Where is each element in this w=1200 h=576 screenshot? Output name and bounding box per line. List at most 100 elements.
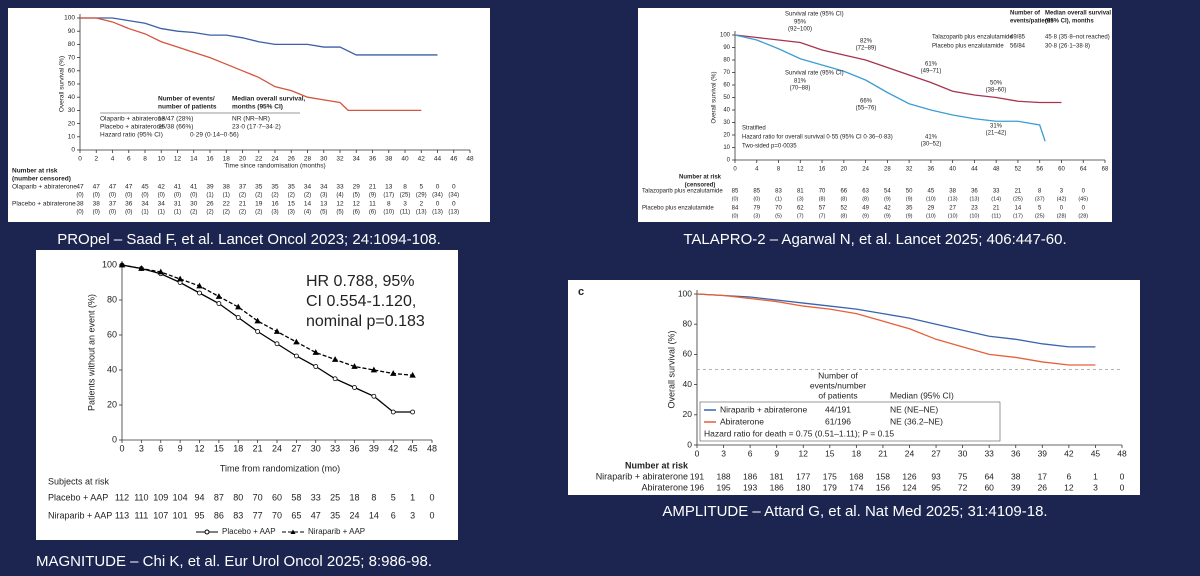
- censored-value: (2): [304, 193, 311, 199]
- at-risk-value: 26: [1038, 482, 1048, 492]
- x-tick-label: 16: [206, 156, 214, 163]
- annotation: 41%: [925, 135, 938, 141]
- at-risk-value: 60: [272, 492, 282, 502]
- legend-cell: Placebo plus enzalutamide: [932, 44, 1004, 50]
- at-risk-value: 45: [928, 189, 935, 195]
- y-tick-label: 20: [723, 133, 730, 139]
- point-marker: [371, 393, 377, 399]
- at-risk-value: 179: [823, 482, 837, 492]
- at-risk-value: 113: [115, 510, 129, 520]
- censored-value: (0): [753, 196, 760, 202]
- at-risk-name: Niraparib + AAP: [48, 510, 112, 520]
- censored-value: (1): [775, 196, 782, 202]
- point-marker: [352, 385, 357, 390]
- censored-value: (0): [125, 193, 132, 199]
- at-risk-value: 1: [1093, 471, 1098, 481]
- stats-text: Two-sided p=0·0035: [742, 144, 797, 150]
- censored-value: (34): [432, 193, 443, 199]
- censored-value: (1): [174, 210, 181, 216]
- legend-cell: 30·8 (26·1–38·8): [1045, 44, 1090, 50]
- point-marker: [118, 261, 126, 268]
- at-risk-value: 79: [753, 206, 760, 212]
- censored-value: (2): [190, 210, 197, 216]
- survival-curve: [696, 293, 1096, 348]
- at-risk-name: Placebo + AAP: [48, 492, 108, 502]
- at-risk-value: 62: [797, 206, 804, 212]
- at-risk-value: 33: [993, 189, 1000, 195]
- point-marker: [370, 366, 378, 373]
- censored-value: (6): [353, 210, 360, 216]
- at-risk-value: 85: [753, 189, 760, 195]
- at-risk-value: 101: [173, 510, 188, 520]
- x-tick-label: 40: [401, 156, 409, 163]
- at-risk-value: 14: [304, 201, 312, 208]
- censored-value: (11): [991, 213, 1001, 219]
- x-tick-label: 48: [1117, 448, 1127, 458]
- at-risk-value: 80: [233, 492, 243, 502]
- x-tick-label: 15: [214, 443, 224, 453]
- annotation: Survival rate (95% CI): [785, 71, 844, 77]
- x-tick-label: 44: [971, 167, 978, 173]
- at-risk-value: 18: [349, 492, 359, 502]
- censored-value: (13): [970, 196, 980, 202]
- at-risk-value: 168: [849, 471, 863, 481]
- annotation: (38–60): [986, 88, 1007, 94]
- at-risk-value: 35: [906, 206, 913, 212]
- at-risk-value: 94: [194, 492, 204, 502]
- at-risk-value: 25: [330, 492, 340, 502]
- legend-header: Median overall survival: [1045, 11, 1111, 17]
- censored-value: (8): [862, 196, 869, 202]
- at-risk-value: 8: [1038, 189, 1042, 195]
- at-risk-value: 37: [239, 184, 247, 191]
- at-risk-value: 186: [770, 482, 784, 492]
- at-risk-value: 12: [336, 201, 344, 208]
- point-marker: [273, 328, 281, 334]
- y-tick-label: 80: [683, 318, 693, 328]
- at-risk-value: 180: [796, 482, 810, 492]
- point-marker: [254, 317, 261, 324]
- x-tick-label: 8: [777, 167, 781, 173]
- caption: AMPLITUDE – Attard G, et al. Nat Med 202…: [662, 503, 1047, 520]
- at-risk-value: 3: [403, 201, 407, 208]
- censored-value: (42): [1057, 196, 1067, 202]
- censored-value: (5): [320, 210, 327, 216]
- at-risk-value: 2: [419, 201, 423, 208]
- annotation: 66%: [860, 99, 873, 105]
- legend-cell: Placebo + abiraterone: [100, 124, 164, 131]
- censored-value: (3): [797, 196, 804, 202]
- at-risk-value: 63: [862, 189, 869, 195]
- y-axis-label: Overall survival (%): [712, 71, 718, 123]
- x-tick-label: 40: [949, 167, 956, 173]
- censored-value: (2): [255, 193, 262, 199]
- censored-value: (8): [819, 196, 826, 202]
- y-tick-label: 40: [107, 364, 117, 374]
- at-risk-value: 36: [971, 189, 978, 195]
- censored-value: (10): [926, 213, 936, 219]
- y-tick-label: 0: [727, 158, 731, 164]
- legend-header: Median (95% CI): [890, 390, 954, 400]
- censored-value: (2): [223, 210, 230, 216]
- at-risk-value: 41: [190, 184, 198, 191]
- at-risk-value: 181: [770, 471, 784, 481]
- at-risk-title: Number at risk: [12, 168, 58, 175]
- at-risk-value: 70: [272, 510, 282, 520]
- censored-value: (1): [158, 210, 165, 216]
- censored-value: (9): [369, 193, 376, 199]
- at-risk-value: 15: [288, 201, 296, 208]
- at-risk-value: 60: [984, 482, 994, 492]
- x-tick-label: 14: [190, 156, 198, 163]
- at-risk-value: 47: [109, 184, 117, 191]
- censored-value: (2): [255, 210, 262, 216]
- legend-marker: [204, 529, 210, 535]
- at-risk-value: 156: [876, 482, 890, 492]
- censored-value: (9): [884, 213, 891, 219]
- legend-box: [699, 401, 1001, 442]
- at-risk-value: 14: [369, 510, 379, 520]
- y-tick-label: 60: [723, 83, 730, 89]
- annotation: (30–52): [921, 142, 942, 148]
- at-risk-value: 126: [902, 471, 916, 481]
- x-tick-label: 32: [906, 167, 913, 173]
- panel-label: c: [578, 286, 584, 298]
- x-tick-label: 8: [143, 156, 147, 163]
- censored-value: (28): [1057, 213, 1067, 219]
